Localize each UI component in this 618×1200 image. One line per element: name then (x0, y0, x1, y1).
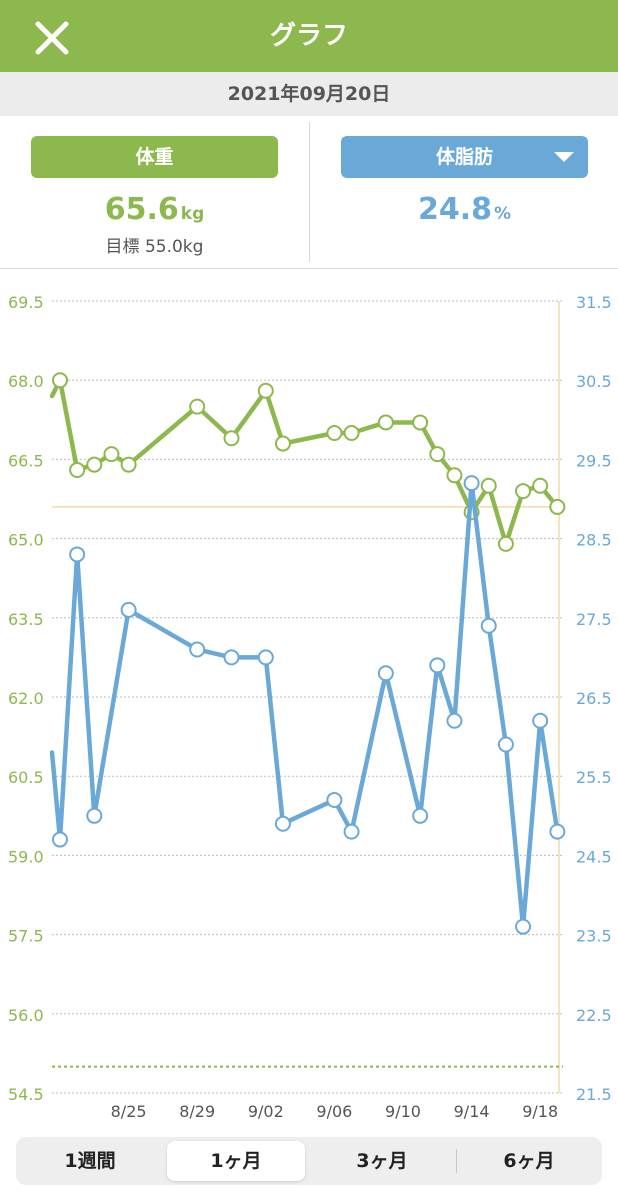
body-fat-unit: % (493, 204, 512, 224)
weight-number: 65.6 (104, 192, 179, 227)
chevron-down-icon (554, 152, 574, 162)
y-right-tick-label: 27.5 (576, 610, 612, 629)
tab-6-months[interactable]: 6ヶ月 (503, 1150, 555, 1172)
body_fat-data-point (274, 815, 291, 832)
date-label: 2021年09月20日 (0, 72, 618, 116)
weight-data-point (532, 477, 549, 494)
x-tick-label: 9/18 (522, 1102, 558, 1121)
weight-data-point (69, 461, 86, 478)
y-left-tick-label: 66.5 (8, 451, 44, 470)
body_fat-data-point (412, 807, 429, 824)
weight-unit: kg (180, 204, 205, 224)
x-tick-label: 9/02 (248, 1102, 284, 1121)
y-left-tick-label: 69.5 (8, 293, 44, 312)
y-left-tick-label: 65.0 (8, 531, 44, 550)
y-left-tick-label: 62.0 (8, 689, 44, 708)
weight-data-point (429, 446, 446, 463)
body_fat-data-point (377, 665, 394, 682)
y-right-tick-label: 21.5 (576, 1085, 612, 1104)
y-left-tick-label: 54.5 (8, 1085, 44, 1104)
chart[interactable]: 69.5 68.0 66.5 65.0 63.5 62.0 60.5 59.0 57.5 56.0… (0, 269, 618, 1125)
body_fat-data-point (223, 649, 240, 666)
app-header: グラフ (0, 0, 618, 72)
y-left-tick-label: 60.5 (8, 768, 44, 787)
body-fat-number: 24.8 (417, 192, 492, 227)
y-left-tick-label: 56.0 (8, 1006, 44, 1025)
page-title: グラフ (269, 21, 348, 51)
tab-separator (456, 1149, 457, 1173)
weight-goal: 目標 55.0kg (105, 237, 204, 257)
body_fat-data-point (343, 823, 360, 840)
weight-data-point (86, 456, 103, 473)
body_fat-data-point (429, 657, 446, 674)
y-right-tick-label: 30.5 (576, 372, 612, 391)
y-left-tick-label: 57.5 (8, 927, 44, 946)
weight-data-point (189, 398, 206, 415)
body_fat-data-point (463, 475, 480, 492)
y-left-tick-label: 68.0 (8, 372, 44, 391)
body_fat-series-line (49, 480, 560, 929)
weight-data-point (549, 498, 566, 515)
body_fat-data-point (515, 918, 532, 935)
tab-1-week[interactable]: 1週間 (64, 1150, 116, 1172)
weight-data-point (326, 425, 343, 441)
weight-label-pill: 体重 (31, 136, 278, 178)
weight-data-point (103, 446, 120, 463)
body-fat-value: 24.8% (341, 192, 588, 227)
y-right-tick-label: 26.5 (576, 689, 612, 708)
close-icon[interactable] (32, 18, 72, 58)
weight-value: 65.6 kg (31, 192, 278, 227)
weight-data-point (412, 414, 429, 431)
weight-series-line (49, 377, 560, 547)
x-tick-label: 9/10 (385, 1102, 421, 1121)
tab-3-months[interactable]: 3ヶ月 (356, 1150, 408, 1172)
stats-panel: 体重 65.6 kg 目標 55.0kg 体脂肪 24.8% (0, 116, 618, 269)
weight-data-point (480, 477, 497, 494)
y-right-tick-label: 23.5 (576, 927, 612, 946)
y-right-tick-label: 28.5 (576, 531, 612, 550)
y-right-tick-label: 24.5 (576, 847, 612, 866)
body_fat-data-point (52, 831, 68, 848)
body_fat-data-point (69, 546, 86, 563)
y-left-tick-label: 59.0 (8, 847, 44, 866)
weight-data-point (52, 372, 68, 389)
y-right-tick-label: 25.5 (576, 768, 612, 787)
body_fat-data-point (257, 649, 274, 666)
body_fat-data-point (86, 807, 103, 824)
weight-data-point (377, 414, 394, 431)
chart-svg: 69.5 68.0 66.5 65.0 63.5 62.0 60.5 59.0 57.5 56.0… (8, 293, 612, 1121)
body_fat-data-point (480, 617, 497, 634)
body_fat-data-point (497, 736, 514, 753)
body_fat-data-point (189, 641, 206, 658)
x-tick-label: 9/14 (454, 1102, 490, 1121)
weight-data-point (274, 435, 291, 452)
weight-data-point (223, 430, 240, 447)
tab-1-month[interactable]: 1ヶ月 (167, 1141, 305, 1181)
weight-data-point (120, 456, 137, 473)
body_fat-data-point (120, 601, 137, 618)
weight-data-point (497, 535, 514, 552)
x-tick-label: 8/25 (111, 1102, 147, 1121)
y-left-tick-label: 63.5 (8, 610, 44, 629)
divider (309, 122, 310, 262)
body_fat-data-point (446, 712, 463, 729)
x-tick-label: 9/06 (316, 1102, 352, 1121)
y-right-tick-label: 22.5 (576, 1006, 612, 1025)
period-selector: 1週間 1ヶ月 3ヶ月 6ヶ月 (16, 1137, 602, 1185)
weight-data-point (257, 382, 274, 399)
y-right-tick-label: 29.5 (576, 451, 612, 470)
body-fat-dropdown[interactable]: 体脂肪 (341, 136, 588, 178)
weight-data-point (515, 483, 532, 500)
weight-data-point (343, 425, 360, 441)
body_fat-data-point (326, 791, 343, 808)
x-tick-label: 8/29 (179, 1102, 215, 1121)
body_fat-data-point (549, 823, 566, 840)
body_fat-data-point (532, 712, 549, 729)
y-right-tick-label: 31.5 (576, 293, 612, 312)
body-fat-label: 体脂肪 (435, 146, 493, 168)
weight-data-point (446, 467, 463, 484)
